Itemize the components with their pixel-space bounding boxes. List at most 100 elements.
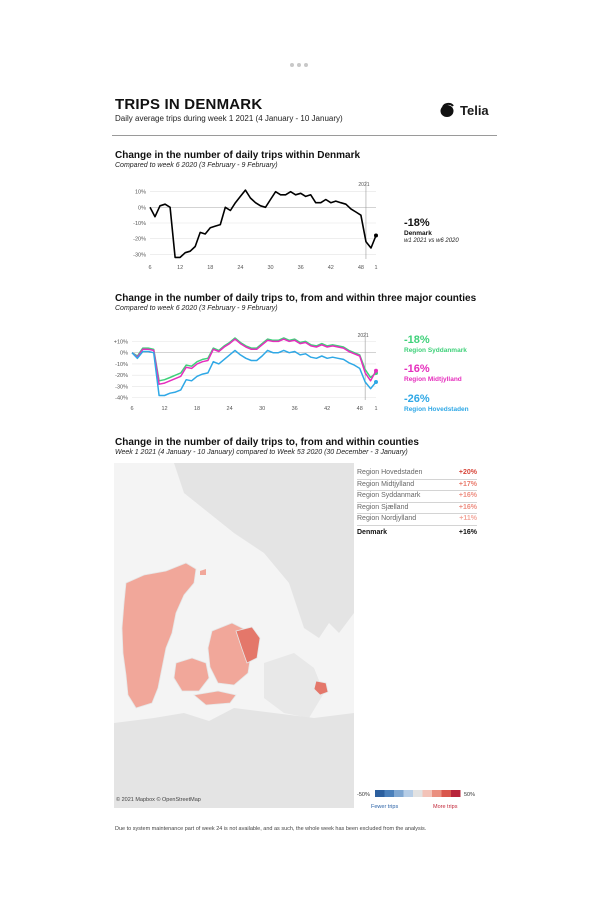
y-tick-label: -10% — [115, 362, 128, 368]
series-line-0 — [149, 189, 377, 259]
legend-fewer: Fewer trips — [371, 804, 398, 810]
y-tick-label: 0% — [138, 205, 146, 211]
top-dots — [290, 63, 310, 67]
x-tick-label: 1 — [374, 265, 377, 271]
series-line-2 — [131, 349, 377, 397]
row-value: +17% — [458, 480, 477, 488]
page-subtitle: Daily average trips during week 1 2021 (… — [115, 114, 343, 123]
section2-title: Change in the number of daily trips to, … — [115, 293, 477, 304]
table-row: Region Nordjylland +11% — [357, 514, 477, 526]
island-laeso — [200, 569, 206, 575]
legend-swatch — [394, 790, 404, 797]
map-graphic — [114, 463, 354, 808]
legend-swatch — [441, 790, 451, 797]
legend-max: 50% — [464, 792, 475, 798]
x-tick-label: 6 — [148, 265, 151, 271]
region-jutland — [121, 562, 197, 709]
x-tick-label: 42 — [324, 406, 330, 412]
series-line-1 — [131, 338, 377, 385]
x-tick-label: 24 — [237, 265, 243, 271]
denmark-side-note: w1 2021 vs w6 2020 — [404, 238, 459, 244]
row-name: Region Syddanmark — [357, 492, 421, 499]
y-tick-label: -20% — [133, 237, 146, 243]
x-tick-label: 12 — [161, 406, 167, 412]
y-tick-label: -40% — [115, 396, 128, 402]
section3-title: Change in the number of daily trips to, … — [115, 437, 419, 448]
region-bornholm — [313, 680, 329, 696]
x-tick-label: 36 — [298, 265, 304, 271]
x-tick-label: 24 — [227, 406, 233, 412]
row-name: Region Sjælland — [357, 503, 409, 511]
legend-swatch — [432, 790, 442, 797]
legend-min: -50% — [357, 792, 370, 798]
row-name: Region Nordjylland — [357, 515, 417, 522]
total-name: Denmark — [357, 528, 387, 536]
x-tick-label: 18 — [194, 406, 200, 412]
row-name: Region Midtjylland — [357, 480, 415, 488]
year-marker-label: 2021 — [358, 182, 369, 188]
table-row: Region Hovedstaden +20% — [357, 468, 477, 480]
x-tick-label: 30 — [267, 265, 273, 271]
map-credit: © 2021 Mapbox © OpenStreetMap — [116, 797, 201, 803]
midtjylland-side-value: -16% — [404, 363, 430, 375]
series-end-point — [374, 379, 378, 384]
denmark-side-value: -18% — [404, 217, 430, 229]
x-tick-label: 6 — [130, 406, 133, 412]
syddanmark-side-label: Region Syddanmark — [404, 347, 467, 354]
x-tick-label: 1 — [374, 406, 377, 412]
legend-swatch — [384, 790, 394, 797]
row-value: +16% — [458, 492, 477, 499]
header-divider — [112, 135, 497, 136]
telia-logo: Telia — [438, 98, 498, 122]
x-tick-label: 12 — [177, 265, 183, 271]
y-tick-label: 10% — [135, 190, 146, 196]
region-hovedstaden — [235, 626, 261, 664]
x-tick-label: 48 — [358, 265, 364, 271]
legend-swatch — [422, 790, 432, 797]
denmark-map[interactable] — [114, 463, 354, 808]
y-tick-label: -20% — [115, 373, 128, 379]
sweden-south — [264, 653, 324, 718]
series-end-point — [374, 233, 378, 238]
midtjylland-side-label: Region Midtjylland — [404, 376, 462, 383]
telia-logo-icon — [440, 102, 454, 117]
series-end-point — [374, 368, 378, 373]
row-name: Region Hovedstaden — [357, 469, 423, 476]
legend-swatch — [403, 790, 413, 797]
y-tick-label: -30% — [115, 384, 128, 390]
x-tick-label: 36 — [292, 406, 298, 412]
x-tick-label: 42 — [328, 265, 334, 271]
germany-land — [114, 708, 354, 808]
hovedstaden-side-label: Region Hovedstaden — [404, 406, 469, 413]
denmark-side-label: Denmark — [404, 230, 432, 237]
row-value: +20% — [458, 469, 477, 476]
color-legend: -50% 50% Fewer trips More trips — [357, 788, 477, 818]
y-tick-label: 0% — [120, 351, 128, 357]
syddanmark-side-value: -18% — [404, 334, 430, 346]
y-tick-label: -30% — [133, 252, 146, 258]
page-title: TRIPS IN DENMARK — [115, 96, 263, 113]
row-value: +16% — [458, 503, 477, 511]
region-change-table: Region Hovedstaden +20% Region Midtjyllan… — [357, 468, 477, 540]
hovedstaden-side-value: -26% — [404, 393, 430, 405]
x-tick-label: 48 — [357, 406, 363, 412]
logo-text: Telia — [460, 102, 489, 118]
section1-title: Change in the number of daily trips with… — [115, 150, 361, 161]
footnote: Due to system maintenance part of week 2… — [115, 826, 427, 832]
y-tick-label: -10% — [133, 221, 146, 227]
legend-swatch — [451, 790, 461, 797]
table-total-row: Denmark +16% — [357, 526, 477, 540]
total-value: +16% — [458, 528, 477, 536]
series-line-0 — [131, 337, 377, 382]
section2-subtitle: Compared to week 6 2020 (3 February - 9 … — [115, 305, 278, 312]
table-row: Region Syddanmark +16% — [357, 491, 477, 503]
denmark-trips-chart: 10% 0% -10% -20% -30% 6 12 18 24 30 36 42 48 1 2021 — [133, 181, 378, 271]
legend-swatch — [413, 790, 423, 797]
region-funen — [173, 657, 210, 692]
x-tick-label: 30 — [259, 406, 265, 412]
section1-subtitle: Compared to week 6 2020 (3 February - 9 … — [115, 162, 278, 169]
counties-trips-chart: +10% 0% -10% -20% -30% -40%6 12 18 24 30 36 42 48 1 20… — [114, 332, 378, 412]
legend-more: More trips — [433, 804, 458, 810]
year-marker-label: 2021 — [358, 333, 369, 339]
legend-graphic: -50% 50% Fewer trips More trips — [357, 790, 475, 810]
